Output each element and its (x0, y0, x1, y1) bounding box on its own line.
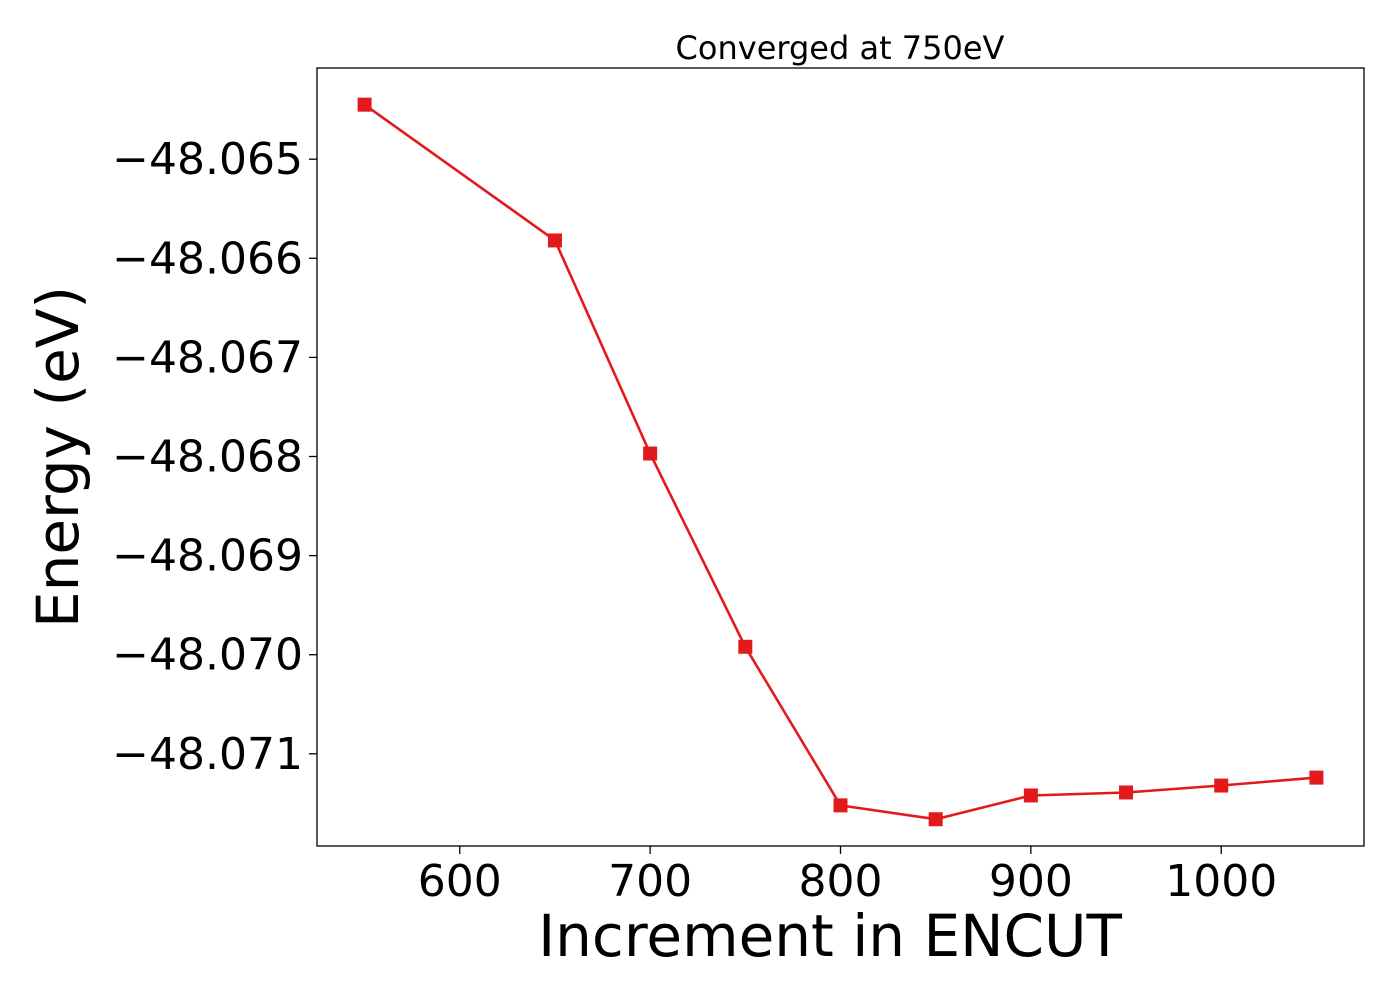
y-tick-label: −48.068 (112, 432, 303, 483)
plot-frame (316, 67, 1365, 847)
plot-area (357, 97, 1324, 827)
data-point (1119, 785, 1134, 800)
data-point (1309, 770, 1324, 785)
data-point (357, 97, 372, 112)
x-tick-label: 700 (608, 856, 692, 907)
y-tick-label: −48.065 (112, 134, 303, 185)
y-tick-label: −48.069 (112, 531, 303, 582)
y-tick-label: −48.070 (112, 630, 303, 681)
data-point (643, 446, 658, 461)
data-point (928, 812, 943, 827)
x-axis-ticks: 600 700 800 900 1000 (418, 846, 1277, 907)
data-point (1023, 788, 1038, 803)
y-tick-label: −48.066 (112, 233, 303, 284)
y-tick-label: −48.067 (112, 332, 303, 383)
data-point (738, 639, 753, 654)
chart-title: Converged at 750eV (676, 29, 1005, 67)
series-line (363, 103, 1317, 821)
data-point (547, 233, 562, 248)
x-tick-label: 800 (799, 856, 883, 907)
y-axis-label: Energy (eV) (24, 286, 92, 628)
data-point (1214, 778, 1229, 793)
x-tick-label: 900 (989, 856, 1073, 907)
y-axis-ticks: −48.065 −48.066 −48.067 −48.068 −48.069 −48.0… (112, 134, 317, 780)
data-point (833, 798, 848, 813)
x-tick-label: 600 (418, 856, 502, 907)
x-axis-label: Increment in ENCUT (538, 902, 1122, 970)
y-tick-label: −48.071 (112, 729, 303, 780)
x-tick-label: 1000 (1165, 856, 1277, 907)
